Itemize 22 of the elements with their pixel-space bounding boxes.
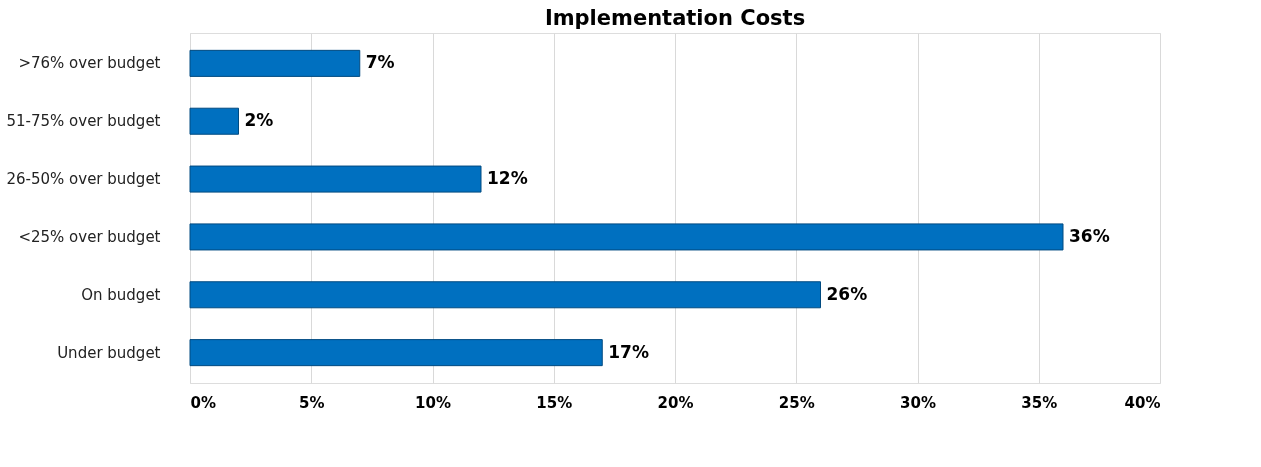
x-tick-label: 0% (190, 393, 216, 412)
y-tick-label: 51-75% over budget (6, 112, 161, 131)
data-label: 12% (487, 168, 528, 189)
data-label: 17% (608, 341, 649, 362)
x-tick-label: 40% (1124, 393, 1161, 412)
y-tick-label: 26-50% over budget (6, 170, 161, 189)
x-tick-label: 35% (1021, 393, 1058, 412)
data-label: 36% (1069, 225, 1110, 246)
x-tick-label: 5% (299, 393, 325, 412)
y-tick-label: On budget (81, 285, 161, 304)
x-tick-label: 25% (778, 393, 815, 412)
data-label: 7% (365, 52, 395, 73)
x-tick-label: 15% (536, 393, 573, 412)
chart-title: Implementation Costs (544, 6, 806, 30)
x-tick-label: 20% (657, 393, 694, 412)
y-tick-label: <25% over budget (18, 227, 161, 246)
data-label: 26% (826, 283, 868, 304)
x-tick-label: 30% (900, 393, 936, 412)
data-label: 2% (244, 110, 274, 131)
y-tick-label: >76% over budget (18, 54, 161, 73)
y-tick-label: Under budget (57, 343, 161, 362)
x-tick-label: 10% (415, 393, 451, 412)
